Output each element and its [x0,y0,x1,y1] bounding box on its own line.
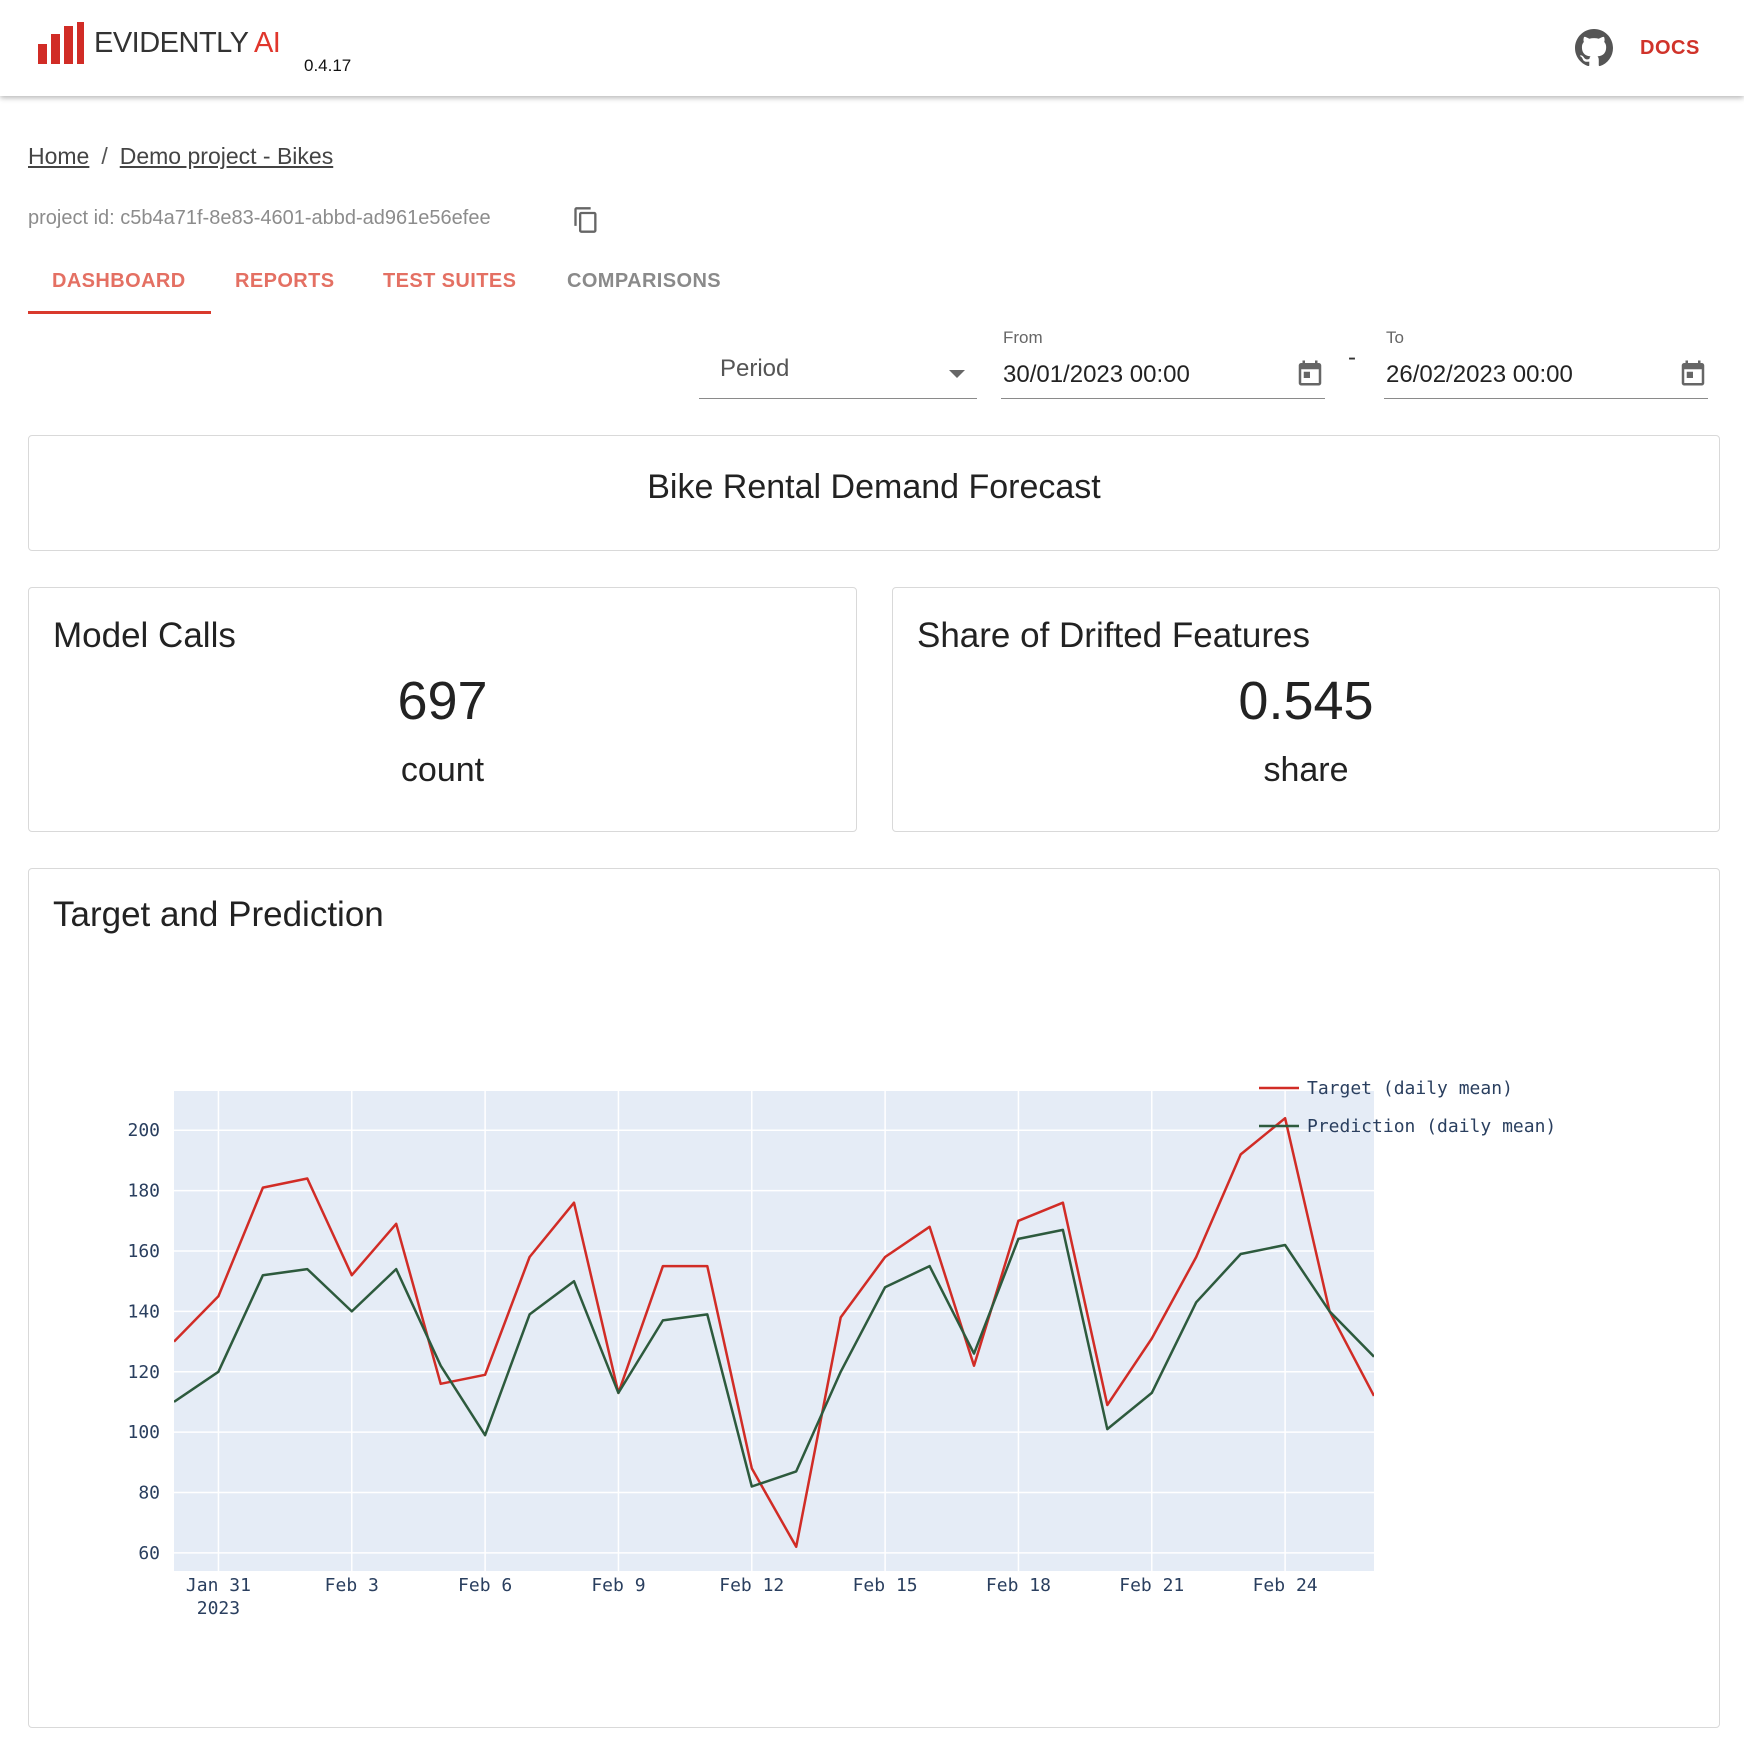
breadcrumb-home-link[interactable]: Home [28,143,90,169]
x-tick-label: Feb 6 [458,1575,512,1596]
breadcrumb-separator: / [101,143,108,169]
target-series-line [174,1116,1374,1549]
y-tick-label: 100 [127,1422,160,1443]
from-date-label: From [1003,328,1043,347]
tab-comparisons[interactable]: COMPARISONS [567,270,722,292]
x-tick-sublabel: 2023 [197,1598,240,1619]
metric-title: Share of Drifted Features [917,616,1310,655]
y-tick-label: 120 [127,1362,160,1383]
brand-suffix: AI [253,27,281,59]
metric-card-drifted-features: Share of Drifted Features 0.545 share [892,587,1720,832]
tab-reports[interactable]: REPORTS [235,270,335,292]
from-date-field[interactable]: From 30/01/2023 00:00 [1001,325,1325,399]
breadcrumb: Home / Demo project - Bikes [28,143,333,170]
x-tick-label: Feb 9 [591,1575,645,1596]
brand-logo[interactable]: EVIDENTLY AI [94,26,281,60]
metric-title: Model Calls [53,616,236,655]
y-tick-label: 60 [138,1543,160,1564]
x-tick-label: Feb 12 [719,1575,784,1596]
active-tab-indicator [28,311,211,314]
calendar-icon[interactable] [1678,357,1708,389]
tab-test-suites[interactable]: TEST SUITES [383,270,517,292]
to-date-label: To [1386,328,1404,347]
github-icon[interactable] [1575,29,1613,67]
x-tick-label: Feb 21 [1119,1575,1184,1596]
dashboard-title: Bike Rental Demand Forecast [647,468,1101,506]
legend-label: Prediction (daily mean) [1307,1116,1556,1137]
period-select-value: Period [720,355,790,382]
tab-dashboard[interactable]: DASHBOARD [52,270,186,292]
metric-value: 0.545 [1238,671,1374,731]
y-tick-label: 160 [127,1241,160,1262]
x-tick-label: Feb 3 [325,1575,379,1596]
calendar-icon[interactable] [1295,357,1325,389]
x-tick-label: Feb 24 [1253,1575,1318,1596]
metric-card-model-calls: Model Calls 697 count [28,587,857,832]
y-tick-label: 180 [127,1181,160,1202]
docs-link[interactable]: DOCS [1640,37,1700,59]
metric-value: 697 [397,671,488,731]
plot-area [174,1091,1374,1571]
breadcrumb-project-link[interactable]: Demo project - Bikes [119,143,334,169]
dropdown-arrow-icon [949,370,965,378]
app-bar: EVIDENTLY AI 0.4.17 DOCS [0,0,1744,96]
to-date-value: 26/02/2023 00:00 [1386,361,1573,388]
version-label: 0.4.17 [304,56,352,75]
prediction-series-line [174,1228,1374,1488]
copy-icon[interactable] [572,205,600,235]
period-select[interactable]: Period [699,340,977,399]
y-tick-label: 80 [138,1483,160,1504]
chart-card: Target and Prediction 60 80 100 120 140 160 18… [28,868,1720,1728]
x-tick-label: Feb 15 [853,1575,918,1596]
metric-unit: share [1263,751,1349,789]
y-tick-label: 140 [127,1301,160,1322]
metric-unit: count [400,751,485,789]
date-range-dash: - [1348,344,1356,371]
x-tick-label: Feb 18 [986,1575,1051,1596]
y-tick-label: 200 [127,1120,160,1141]
chart-title: Target and Prediction [53,895,384,934]
x-tick-label: Jan 31 [186,1575,251,1596]
legend-label: Target (daily mean) [1307,1078,1513,1099]
from-date-value: 30/01/2023 00:00 [1003,361,1190,388]
to-date-field[interactable]: To 26/02/2023 00:00 [1384,325,1708,399]
project-id: project id: c5b4a71f-8e83-4601-abbd-ad96… [28,207,491,229]
dashboard-title-card: Bike Rental Demand Forecast [28,435,1720,551]
brand-name: EVIDENTLY [94,27,248,59]
logo-bars-icon[interactable] [38,22,84,64]
